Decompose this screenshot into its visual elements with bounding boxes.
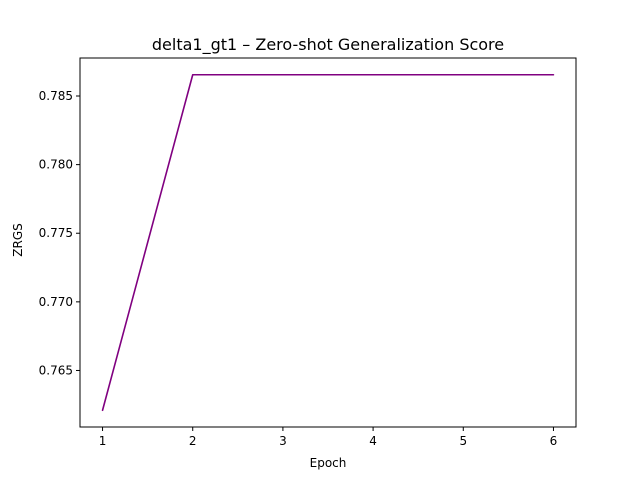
x-axis: 1 2 3 4 5 6 [99,427,558,448]
y-tick-label: 0.765 [39,363,73,377]
chart-title: delta1_gt1 – Zero-shot Generalization Sc… [152,35,504,55]
x-tick-label: 5 [459,434,467,448]
x-tick-label: 4 [369,434,377,448]
y-axis: 0.765 0.770 0.775 0.780 0.785 [39,89,80,377]
y-tick-label: 0.775 [39,226,73,240]
x-tick-label: 2 [189,434,197,448]
y-axis-label: ZRGS [11,223,25,256]
x-axis-label: Epoch [310,456,347,470]
y-tick-label: 0.770 [39,295,73,309]
x-tick-label: 3 [279,434,287,448]
plot-frame [79,57,577,428]
series-line-0 [101,73,555,412]
y-tick-label: 0.780 [39,158,73,172]
x-tick-label: 6 [550,434,558,448]
y-tick-label: 0.785 [39,89,73,103]
plot-area [101,73,555,412]
x-tick-label: 1 [99,434,107,448]
